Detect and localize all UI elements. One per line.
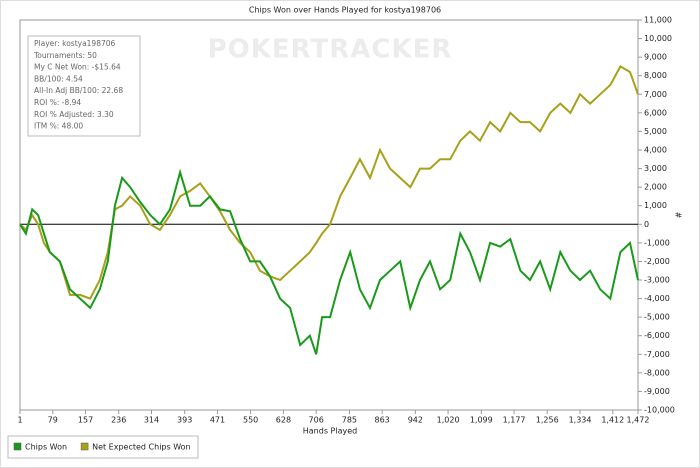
info-box	[27, 35, 141, 137]
info-line: Player: kostya198706	[34, 39, 116, 48]
y-tick-label: 1,000	[644, 201, 667, 210]
series-line	[19, 168, 639, 355]
x-tick-label: 1,472	[627, 416, 650, 425]
y-axis-label: #	[674, 212, 683, 219]
plot-border	[19, 19, 639, 411]
series-line	[19, 65, 639, 300]
x-tick-label: 628	[276, 416, 291, 425]
y-tick-label: -8,000	[644, 368, 670, 377]
x-tick-label: 393	[177, 416, 192, 425]
info-line: BB/100: 4.54	[34, 74, 83, 83]
info-line: All-In Adj BB/100: 22.68	[34, 86, 123, 95]
y-tick-label: 7,000	[644, 90, 667, 99]
y-tick-label: -6,000	[644, 331, 670, 340]
y-tick-label: -5,000	[644, 313, 670, 322]
info-line: Tournaments: 50	[33, 51, 97, 60]
y-tick-label: 6,000	[644, 108, 667, 117]
x-tick-label: 1,334	[569, 416, 592, 425]
x-tick-label: 1,256	[536, 416, 559, 425]
y-tick-label: 2,000	[644, 183, 667, 192]
y-tick-label: 5,000	[644, 127, 667, 136]
chart-title: Chips Won over Hands Played for kostya19…	[249, 6, 441, 15]
y-tick-label: 11,000	[644, 16, 672, 25]
x-tick-label: 550	[243, 416, 258, 425]
info-line: ROI % Adjusted: 3.30	[34, 110, 114, 119]
x-tick-label: 1,177	[503, 416, 526, 425]
x-tick-label: 1	[17, 416, 22, 425]
y-tick-label: 0	[644, 220, 649, 229]
y-tick-label: 4,000	[644, 146, 667, 155]
y-tick-label: 9,000	[644, 53, 667, 62]
watermark: POKERTRACKER	[208, 35, 453, 65]
y-tick-label: -9,000	[644, 387, 670, 396]
x-axis-label: Hands Played	[303, 427, 357, 436]
info-line: ITM %: 48.00	[34, 122, 83, 131]
legend-swatch	[13, 442, 22, 451]
y-tick-label: -3,000	[644, 276, 670, 285]
info-line: My C Net Won: -$15.64	[34, 63, 121, 72]
y-tick-label: -7,000	[644, 350, 670, 359]
x-tick-label: 236	[111, 416, 126, 425]
y-tick-label: -10,000	[644, 406, 675, 415]
y-tick-label: -2,000	[644, 257, 670, 266]
x-tick-label: 1,412	[601, 416, 624, 425]
x-tick-label: 942	[408, 416, 423, 425]
legend-label: Net Expected Chips Won	[92, 443, 191, 452]
x-tick-label: 314	[144, 416, 159, 425]
x-tick-label: 157	[78, 416, 93, 425]
x-tick-label: 785	[342, 416, 357, 425]
x-tick-label: 1,020	[437, 416, 460, 425]
legend-swatch	[80, 442, 89, 451]
y-tick-label: -1,000	[644, 238, 670, 247]
legend-label: Chips Won	[25, 443, 67, 452]
y-tick-label: 10,000	[644, 34, 672, 43]
legend-box	[7, 435, 199, 459]
y-tick-label: -4,000	[644, 294, 670, 303]
x-tick-label: 706	[309, 416, 324, 425]
x-tick-label: 79	[48, 416, 58, 425]
x-tick-label: 1,099	[470, 416, 493, 425]
x-tick-label: 471	[210, 416, 225, 425]
y-tick-label: 3,000	[644, 164, 667, 173]
info-line: ROI %: -8.94	[34, 98, 81, 107]
x-tick-label: 863	[375, 416, 390, 425]
y-tick-label: 8,000	[644, 71, 667, 80]
